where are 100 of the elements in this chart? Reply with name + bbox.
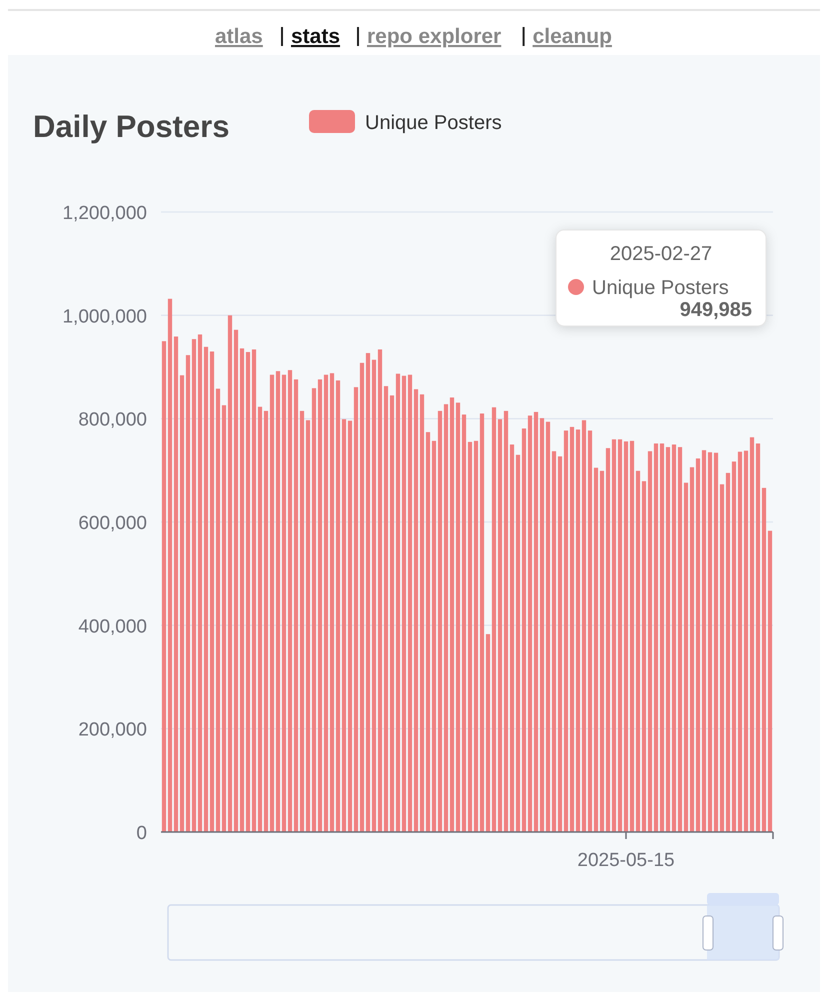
bar bbox=[510, 444, 514, 832]
text: Unique Posters bbox=[592, 277, 729, 299]
y-tick-label: 1,000,000 bbox=[62, 306, 147, 328]
bar bbox=[492, 407, 496, 832]
bar bbox=[228, 315, 232, 832]
bar bbox=[198, 334, 202, 832]
bar bbox=[324, 374, 328, 832]
bar bbox=[192, 339, 196, 832]
y-tick-label: 200,000 bbox=[78, 720, 147, 741]
bar bbox=[270, 374, 274, 832]
bar bbox=[426, 432, 430, 832]
bar bbox=[720, 484, 724, 832]
bar bbox=[204, 346, 208, 832]
bar bbox=[504, 410, 508, 832]
bar bbox=[516, 454, 520, 832]
bar bbox=[258, 406, 262, 832]
bar bbox=[378, 349, 382, 832]
annotation: 949,985 bbox=[680, 299, 752, 321]
bar bbox=[162, 341, 166, 832]
bar bbox=[234, 330, 238, 832]
bar bbox=[354, 387, 358, 832]
bar bbox=[684, 482, 688, 832]
y-tick-label: 1,200,000 bbox=[62, 203, 147, 224]
bar bbox=[540, 418, 544, 832]
bar bbox=[180, 375, 184, 832]
bar bbox=[744, 450, 748, 832]
bar bbox=[498, 419, 502, 832]
bar bbox=[366, 353, 370, 832]
bar bbox=[750, 437, 754, 832]
text: cleanup bbox=[532, 25, 612, 48]
bar bbox=[552, 451, 556, 832]
bar bbox=[666, 447, 670, 832]
bar bbox=[762, 488, 766, 832]
bar bbox=[606, 448, 610, 832]
bar bbox=[288, 370, 292, 832]
bar bbox=[522, 428, 526, 832]
bar bbox=[444, 404, 448, 832]
legend-label: Unique Posters bbox=[365, 112, 502, 134]
bar bbox=[528, 416, 532, 832]
bar bbox=[474, 440, 478, 832]
x-tick-label: 2025-05-15 bbox=[577, 850, 675, 871]
bar bbox=[636, 470, 640, 832]
bar bbox=[576, 430, 580, 832]
bar bbox=[402, 376, 406, 832]
bar bbox=[756, 443, 760, 832]
bar bbox=[678, 447, 682, 832]
y-tick-label: 600,000 bbox=[78, 513, 147, 534]
bar bbox=[534, 412, 538, 832]
bar bbox=[168, 298, 172, 832]
bar bbox=[630, 440, 634, 832]
bar bbox=[264, 410, 268, 832]
y-tick-label: 0 bbox=[136, 823, 147, 844]
bar bbox=[372, 360, 376, 832]
bar bbox=[450, 397, 454, 832]
bar bbox=[624, 441, 628, 832]
bar bbox=[588, 430, 592, 832]
bar bbox=[456, 402, 460, 832]
bar bbox=[432, 440, 436, 832]
bar bbox=[408, 374, 412, 832]
bar bbox=[468, 442, 472, 832]
bar bbox=[648, 451, 652, 832]
bar bbox=[240, 348, 244, 832]
bar bbox=[360, 362, 364, 832]
bar bbox=[714, 452, 718, 832]
bar bbox=[702, 450, 706, 832]
bar bbox=[564, 430, 568, 832]
bar bbox=[558, 456, 562, 832]
chart-title: Daily Posters bbox=[33, 109, 230, 144]
bar bbox=[612, 439, 616, 832]
y-tick-label: 400,000 bbox=[78, 616, 147, 638]
bar bbox=[414, 389, 418, 832]
bar bbox=[312, 388, 316, 832]
bar bbox=[330, 373, 334, 832]
bar bbox=[582, 420, 586, 832]
bar bbox=[660, 443, 664, 832]
bar bbox=[642, 481, 646, 832]
bar bbox=[480, 414, 484, 832]
bar bbox=[690, 467, 694, 832]
bar bbox=[216, 388, 220, 832]
bar bbox=[252, 349, 256, 832]
bar bbox=[396, 374, 400, 832]
bar bbox=[438, 410, 442, 832]
bar bbox=[594, 468, 598, 832]
text: repo explorer bbox=[367, 25, 502, 48]
bar bbox=[294, 379, 298, 832]
bar bbox=[186, 355, 190, 832]
bar bbox=[306, 420, 310, 832]
bar bbox=[726, 472, 730, 832]
bar bbox=[768, 530, 772, 832]
bar bbox=[486, 634, 490, 832]
bar bbox=[696, 458, 700, 832]
bar bbox=[348, 420, 352, 832]
bar bbox=[210, 352, 214, 832]
bar bbox=[276, 371, 280, 832]
annotation: 2025-02-27 bbox=[610, 243, 712, 265]
bar bbox=[732, 462, 736, 832]
bar bbox=[420, 394, 424, 832]
bar bbox=[246, 352, 250, 832]
bar bbox=[174, 336, 178, 832]
bar bbox=[384, 386, 388, 832]
